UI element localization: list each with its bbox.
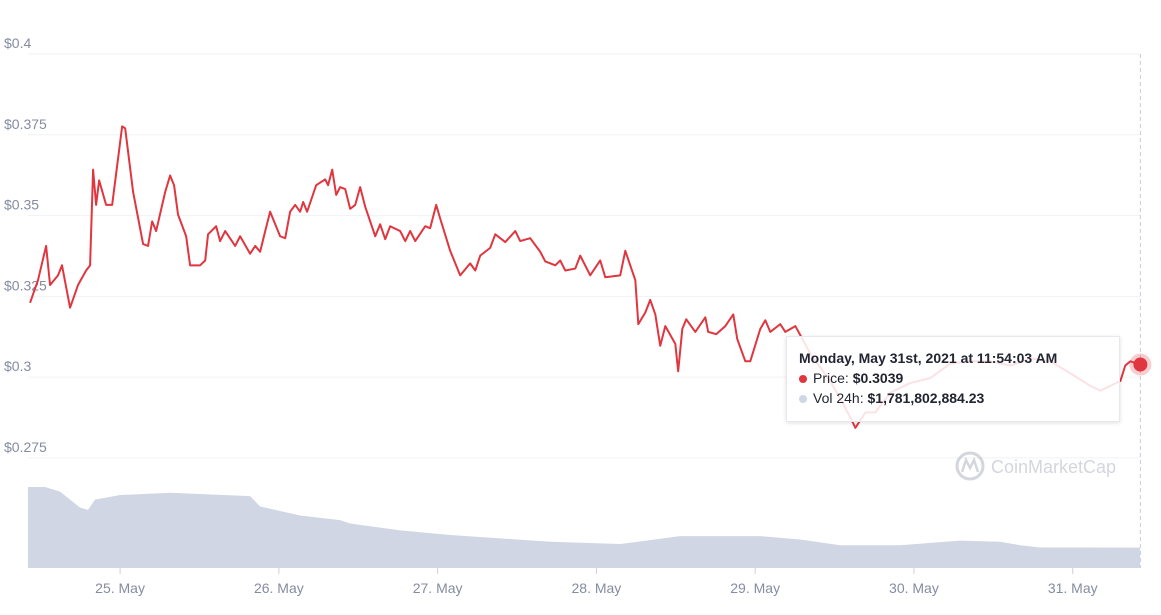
y-tick-label: $0.3 bbox=[4, 358, 31, 374]
tooltip: Monday, May 31st, 2021 at 11:54:03 AM Pr… bbox=[786, 336, 1120, 422]
x-tick-label: 26. May bbox=[254, 580, 304, 596]
volume-area bbox=[28, 487, 1141, 568]
tooltip-value: $0.3039 bbox=[852, 370, 904, 386]
watermark: CoinMarketCap bbox=[955, 451, 1116, 481]
watermark-text: CoinMarketCap bbox=[991, 457, 1116, 477]
price-line bbox=[29, 125, 1141, 429]
tooltip-label: Vol 24h: bbox=[813, 390, 864, 406]
x-tick-label: 31. May bbox=[1048, 580, 1098, 596]
watermark-logo bbox=[960, 456, 980, 473]
tooltip-row: Price: $0.3039 bbox=[799, 368, 1107, 388]
legend-dot bbox=[799, 395, 807, 403]
y-tick-label: $0.375 bbox=[4, 116, 47, 132]
x-tick-label: 28. May bbox=[572, 580, 622, 596]
x-tick-label: 25. May bbox=[95, 580, 145, 596]
y-tick-label: $0.325 bbox=[4, 277, 47, 293]
hover-point bbox=[1133, 357, 1148, 372]
x-tick-label: 29. May bbox=[730, 580, 780, 596]
watermark-logo bbox=[955, 451, 985, 481]
tooltip-row: Vol 24h: $1,781,802,884.23 bbox=[799, 388, 1107, 408]
tooltip-value: $1,781,802,884.23 bbox=[867, 390, 985, 406]
x-tick-label: 30. May bbox=[889, 580, 939, 596]
tooltip-label: Price: bbox=[813, 370, 849, 386]
y-tick-label: $0.275 bbox=[4, 439, 47, 455]
y-tick-label: $0.35 bbox=[4, 197, 39, 213]
tooltip-title: Monday, May 31st, 2021 at 11:54:03 AM bbox=[799, 350, 1058, 366]
legend-dot bbox=[799, 375, 807, 383]
x-tick-label: 27. May bbox=[413, 580, 463, 596]
y-tick-label: $0.4 bbox=[4, 35, 31, 51]
